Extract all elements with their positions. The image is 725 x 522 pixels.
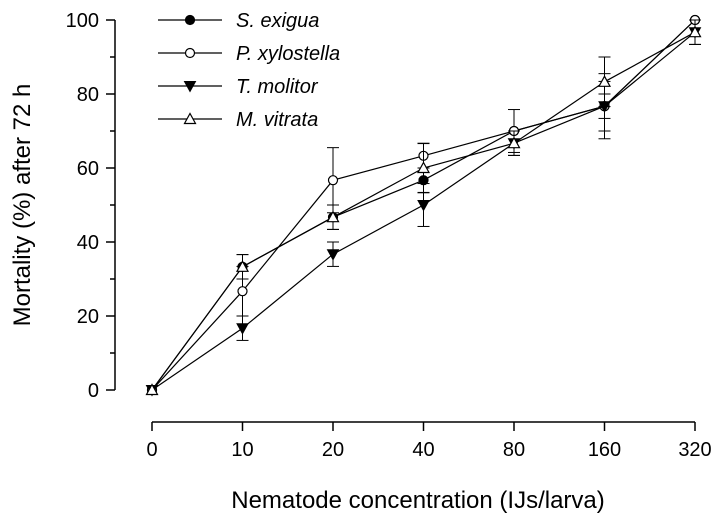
data-point-3-2 xyxy=(326,210,340,223)
data-point-3-5 xyxy=(597,75,612,87)
data-point-1-2 xyxy=(327,175,339,186)
legend-marker-3 xyxy=(183,112,197,125)
y-axis-title: Mortality (%) after 72 h xyxy=(9,84,36,327)
x-tick-label-160: 160 xyxy=(588,439,621,461)
y-tick-label-100: 100 xyxy=(66,10,99,32)
data-point-1-1 xyxy=(237,286,248,297)
legend: S. exigua P. xylostella T. molitor M. vitra… xyxy=(158,10,340,131)
y-tick-label-60: 60 xyxy=(77,158,99,180)
x-axis: 0 10 20 40 80 160 320 xyxy=(146,421,712,461)
data-point-3-4 xyxy=(507,136,521,149)
data-point-2-1 xyxy=(236,323,249,335)
x-tick-label-0: 0 xyxy=(146,439,157,461)
y-tick-label-20: 20 xyxy=(77,306,99,328)
legend-marker-1 xyxy=(184,47,196,59)
data-point-3-3 xyxy=(416,161,431,174)
data-point-3-1 xyxy=(235,260,250,272)
legend-label-0: S. exigua xyxy=(236,10,319,32)
data-point-2-2 xyxy=(326,249,340,261)
y-tick-label-0: 0 xyxy=(88,380,99,402)
data-point-2-3 xyxy=(417,200,430,212)
x-tick-label-10: 10 xyxy=(231,439,253,461)
legend-label-2: T. molitor xyxy=(236,76,319,98)
series-layer xyxy=(145,14,702,397)
x-tick-label-320: 320 xyxy=(678,439,711,461)
legend-label-1: P. xylostella xyxy=(236,43,340,65)
x-tick-label-40: 40 xyxy=(412,439,434,461)
y-axis: 0 20 40 60 80 100 xyxy=(66,10,116,402)
y-tick-label-40: 40 xyxy=(77,232,99,254)
x-tick-label-80: 80 xyxy=(503,439,525,461)
series-2 xyxy=(145,19,702,397)
y-tick-label-80: 80 xyxy=(77,84,99,106)
data-point-3-0 xyxy=(145,383,159,396)
legend-marker-2 xyxy=(183,81,197,93)
legend-marker-0 xyxy=(184,14,196,26)
legend-label-3: M. vitrata xyxy=(236,109,318,131)
x-tick-label-20: 20 xyxy=(322,439,344,461)
series-3 xyxy=(145,19,702,396)
data-point-3-6 xyxy=(688,25,702,38)
x-axis-title: Nematode concentration (IJs/larva) xyxy=(231,487,605,514)
